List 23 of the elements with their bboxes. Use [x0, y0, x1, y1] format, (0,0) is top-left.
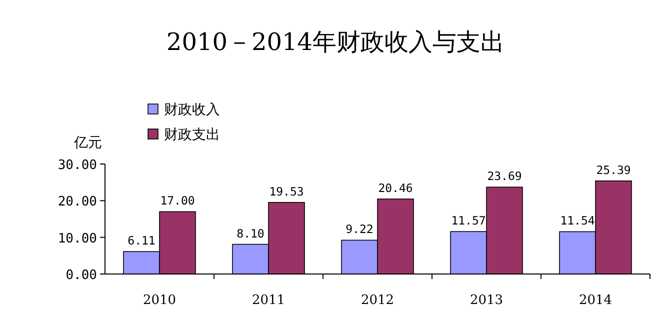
chart-title: 2010－2014年财政收入与支出: [166, 28, 505, 56]
y-tick-label: 20.00: [58, 194, 97, 210]
data-label: 11.57: [451, 214, 486, 228]
data-label: 9.22: [346, 222, 374, 236]
legend-label: 财政支出: [164, 127, 220, 143]
x-tick-label: 2014: [578, 293, 612, 308]
data-label: 20.46: [378, 180, 413, 195]
data-label: 8.10: [236, 226, 264, 240]
x-tick-label: 2010: [142, 293, 176, 308]
x-tick-label: 2013: [470, 293, 504, 308]
y-tick-label: 30.00: [58, 158, 97, 173]
data-label: 6.11: [128, 234, 156, 248]
y-tick-label: 10.00: [58, 231, 97, 246]
legend-label: 财政收入: [164, 102, 220, 118]
data-label: 19.53: [269, 184, 304, 198]
data-label: 25.39: [596, 162, 631, 177]
x-tick-label: 2012: [360, 293, 394, 308]
y-tick-label: 0.00: [66, 268, 97, 283]
data-label: 17.00: [160, 194, 195, 208]
data-label: 11.54: [560, 214, 595, 228]
y-axis-title: 亿元: [73, 135, 102, 151]
data-label: 23.69: [487, 169, 522, 184]
x-tick-label: 2011: [252, 293, 286, 308]
